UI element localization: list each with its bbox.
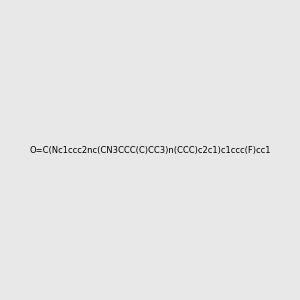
Text: O=C(Nc1ccc2nc(CN3CCC(C)CC3)n(CCC)c2c1)c1ccc(F)cc1: O=C(Nc1ccc2nc(CN3CCC(C)CC3)n(CCC)c2c1)c1… [29, 146, 271, 154]
